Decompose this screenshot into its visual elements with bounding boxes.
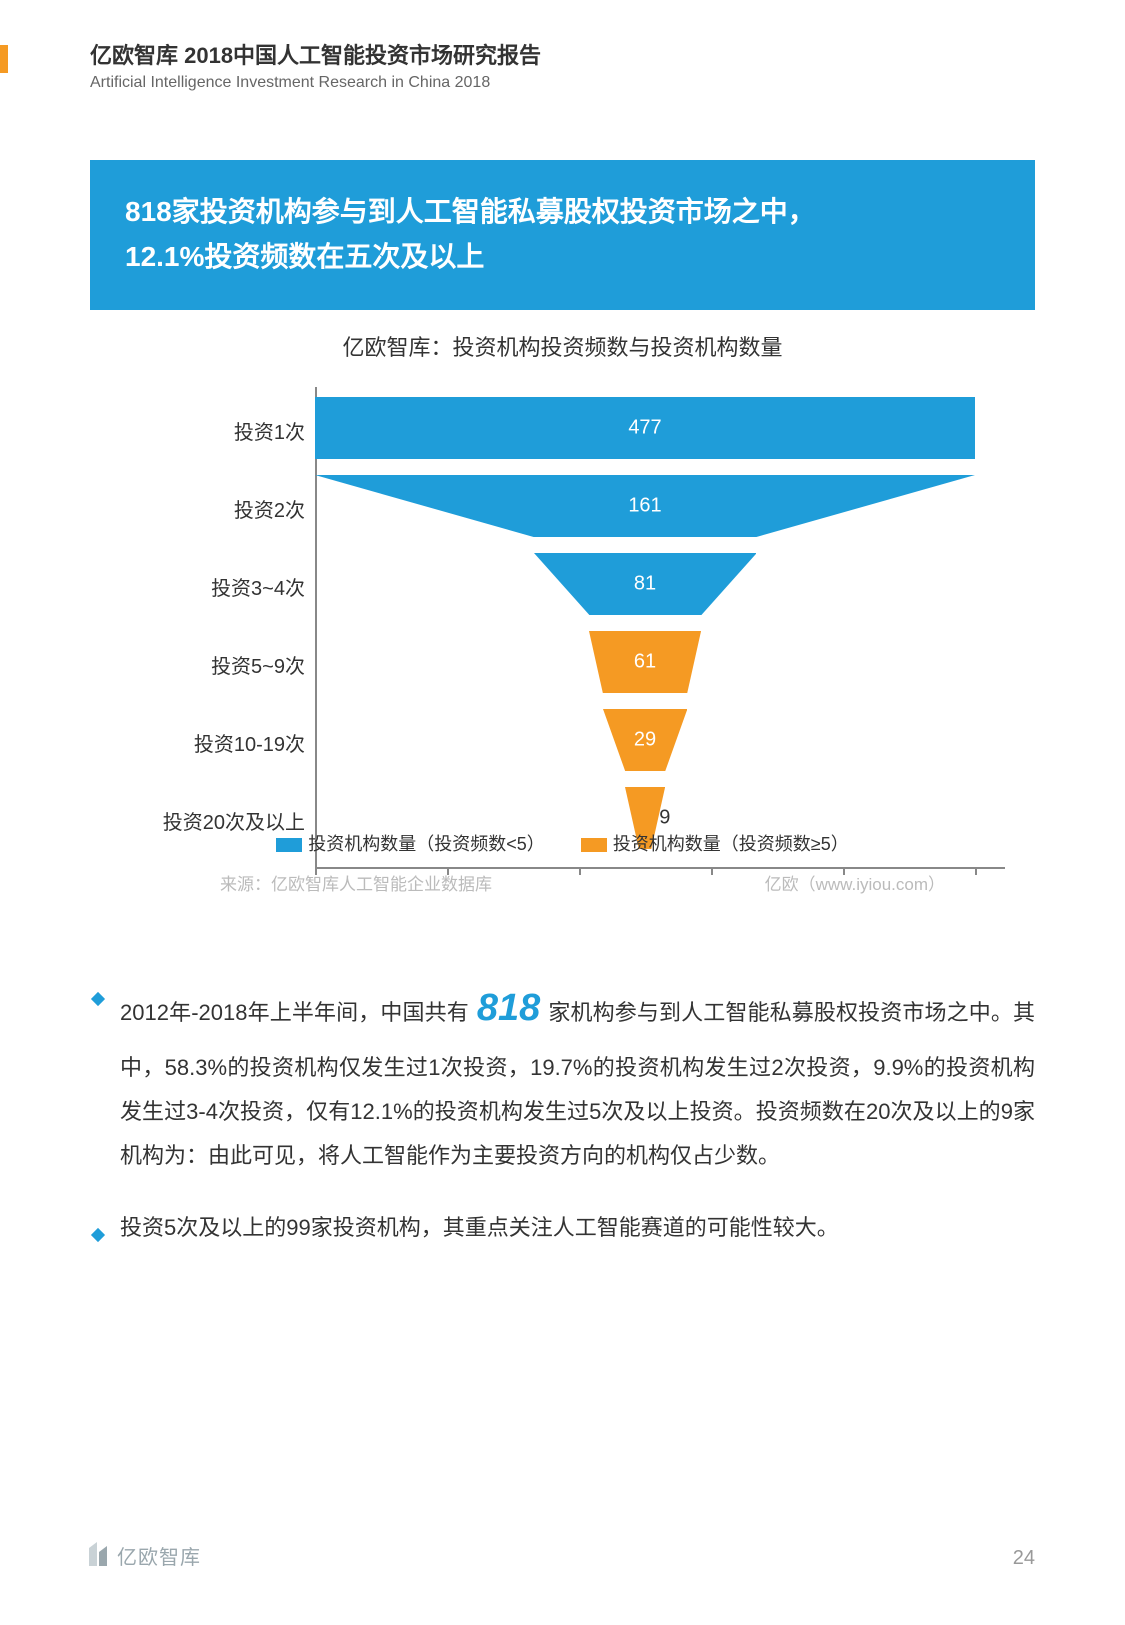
headline-line2: 12.1%投资频数在五次及以上 — [125, 235, 1000, 280]
chart-legend: 投资机构数量（投资频数<5） 投资机构数量（投资频数≥5） — [90, 830, 1035, 856]
legend-label: 投资机构数量（投资频数≥5） — [613, 834, 849, 854]
bar: 477 — [315, 397, 975, 459]
accent-bar — [0, 45, 8, 73]
bullet-item: 投资5次及以上的99家投资机构，其重点关注人工智能赛道的可能性较大。 — [90, 1206, 1035, 1258]
bar-value: 81 — [534, 573, 757, 596]
bullet-text: 2012年-2018年上半年间，中国共有818家机构参与到人工智能私募股权投资市… — [120, 970, 1035, 1178]
legend-label: 投资机构数量（投资频数<5） — [308, 834, 545, 854]
bar-value: 61 — [589, 651, 701, 674]
bullet-list: 2012年-2018年上半年间，中国共有818家机构参与到人工智能私募股权投资市… — [90, 970, 1035, 1286]
bar: 61 — [589, 631, 701, 693]
legend-swatch — [581, 838, 607, 852]
bar: 161 — [315, 475, 975, 537]
bullet-item: 2012年-2018年上半年间，中国共有818家机构参与到人工智能私募股权投资市… — [90, 970, 1035, 1178]
bar-label: 投资10-19次 — [105, 728, 305, 757]
footer-logo-text: 亿欧智库 — [117, 1541, 201, 1570]
diamond-icon — [90, 978, 106, 1178]
chart-title: 亿欧智库：投资机构投资频数与投资机构数量 — [90, 330, 1035, 362]
header-title-en: Artificial Intelligence Investment Resea… — [90, 74, 541, 92]
bar: 29 — [603, 709, 687, 771]
bar: 81 — [534, 553, 757, 615]
footer-logo: 亿欧智库 — [85, 1540, 201, 1570]
bar-label: 投资2次 — [105, 494, 305, 523]
y-axis — [315, 387, 317, 867]
page-number: 24 — [1013, 1547, 1035, 1570]
headline-line1: 818家投资机构参与到人工智能私募股权投资市场之中， — [125, 190, 1000, 235]
diamond-icon — [90, 1214, 106, 1258]
bar-label: 投资5~9次 — [105, 650, 305, 679]
bar-label: 投资1次 — [105, 416, 305, 445]
bar-value: 477 — [315, 417, 975, 440]
bullet-text: 投资5次及以上的99家投资机构，其重点关注人工智能赛道的可能性较大。 — [120, 1206, 1035, 1258]
bar-value: 29 — [603, 729, 687, 752]
legend-item: 投资机构数量（投资频数≥5） — [581, 830, 849, 856]
headline-box: 818家投资机构参与到人工智能私募股权投资市场之中， 12.1%投资频数在五次及… — [90, 160, 1035, 310]
logo-icon — [85, 1540, 111, 1570]
chart-container: 亿欧智库：投资机构投资频数与投资机构数量 投资1次 477 投资2次 161 投资3~4… — [90, 330, 1035, 907]
source-right: 亿欧（www.iyiou.com） — [765, 870, 945, 895]
funnel-chart: 投资1次 477 投资2次 161 投资3~4次 81 投资5~9次 61 投资10-19次 29… — [90, 387, 1035, 907]
legend-swatch — [276, 838, 302, 852]
header-title-cn: 亿欧智库 2018中国人工智能投资市场研究报告 — [90, 38, 541, 70]
chart-source-row: 来源：亿欧智库人工智能企业数据库 亿欧（www.iyiou.com） — [90, 870, 1035, 895]
source-left: 来源：亿欧智库人工智能企业数据库 — [220, 870, 492, 895]
page-header: 亿欧智库 2018中国人工智能投资市场研究报告 Artificial Intel… — [90, 38, 541, 92]
legend-item: 投资机构数量（投资频数<5） — [276, 830, 545, 856]
bar-value: 161 — [315, 495, 975, 518]
bar-label: 投资3~4次 — [105, 572, 305, 601]
x-axis — [315, 867, 1005, 869]
bar-value: 9 — [659, 807, 670, 830]
